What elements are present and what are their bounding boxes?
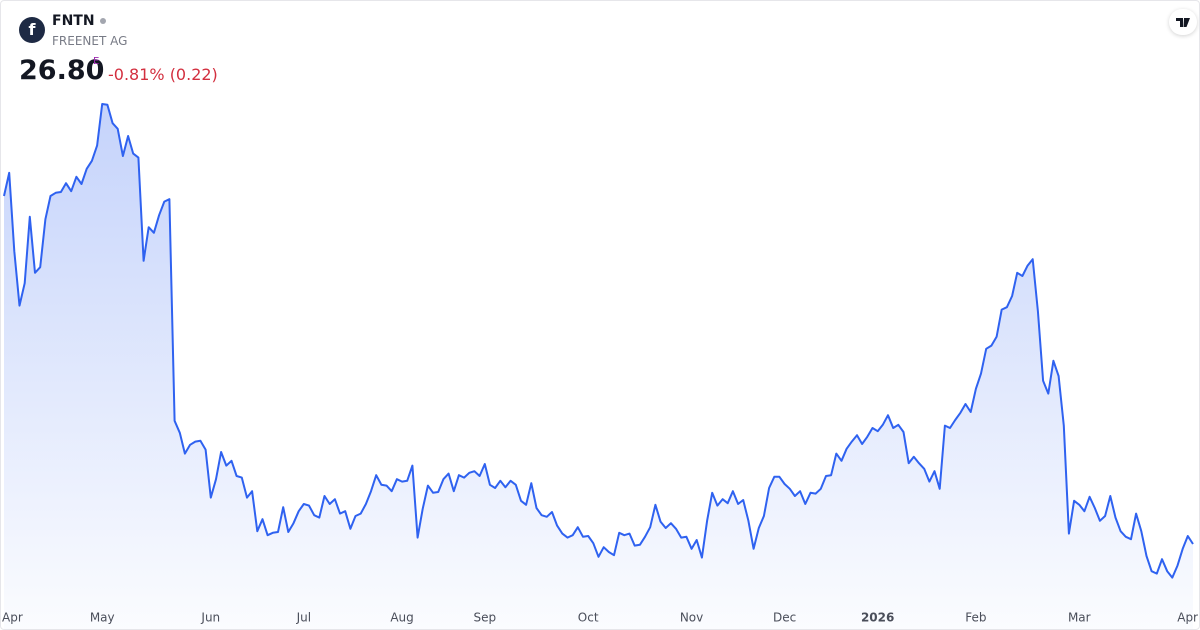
x-tick-label: Jun: [200, 611, 220, 625]
area-fill: [4, 104, 1193, 629]
x-tick-label: Mar: [1068, 611, 1091, 625]
price: 26.80: [19, 55, 105, 86]
x-tick-label: Nov: [680, 611, 703, 625]
price-line: [3, 103, 1194, 579]
company-logo: f: [19, 17, 45, 43]
x-tick-label: 2026: [861, 611, 894, 625]
x-tick-label: Oct: [578, 611, 599, 625]
status-dot: [99, 18, 106, 24]
x-tick-label: Sep: [473, 611, 496, 625]
x-tick-label: Jul: [296, 611, 311, 625]
x-tick-label: Aug: [390, 611, 413, 625]
x-tick-label: May: [90, 611, 115, 625]
symbol-row: FNTN: [52, 13, 106, 29]
tv-logo[interactable]: [1169, 9, 1197, 35]
x-tick-label: Feb: [965, 611, 986, 625]
company-name: FREENET AG: [52, 34, 128, 48]
tv-logo-icon: [1176, 18, 1190, 27]
x-tick-label: Apr: [2, 611, 23, 625]
badge: E: [93, 56, 100, 67]
price-change: -0.81% (0.22): [108, 65, 218, 84]
symbol: FNTN: [52, 13, 95, 29]
x-tick-label: Apr: [1177, 611, 1198, 625]
x-tick-label: Dec: [773, 611, 796, 625]
